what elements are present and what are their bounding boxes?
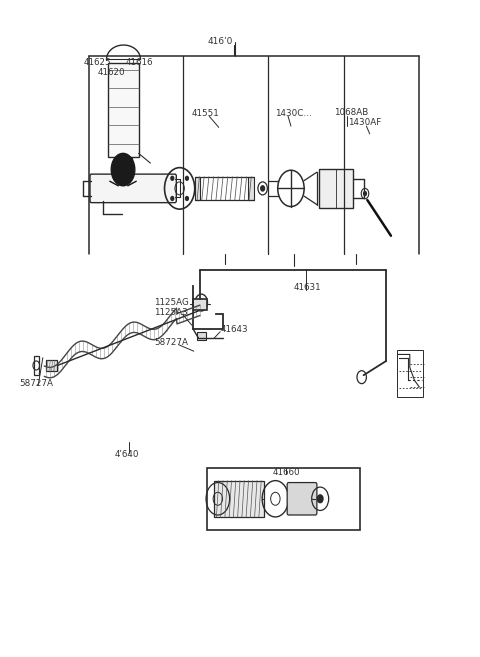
Circle shape [363,192,366,196]
FancyBboxPatch shape [46,360,58,371]
Circle shape [171,196,174,200]
Text: 58727A: 58727A [154,338,188,348]
Text: 1125AG: 1125AG [154,298,189,307]
Circle shape [317,495,323,503]
FancyBboxPatch shape [34,356,38,374]
Circle shape [261,186,264,191]
Text: 41620: 41620 [97,68,125,77]
Text: 41616: 41616 [126,58,153,67]
Text: 1125A3: 1125A3 [154,308,188,317]
FancyBboxPatch shape [108,63,139,156]
Text: 41551: 41551 [192,108,220,118]
FancyBboxPatch shape [397,350,423,397]
FancyBboxPatch shape [90,174,176,202]
Text: 1430C…: 1430C… [275,108,312,118]
Text: 4ʹ640: 4ʹ640 [115,451,140,459]
Text: 1430AF: 1430AF [348,118,381,127]
FancyBboxPatch shape [287,482,317,515]
Circle shape [171,176,174,180]
FancyBboxPatch shape [193,300,206,309]
Text: 1068AB: 1068AB [335,108,369,117]
Text: 41625: 41625 [84,58,111,67]
Circle shape [186,196,188,200]
Text: 41631: 41631 [293,283,321,292]
Circle shape [199,300,204,306]
FancyBboxPatch shape [197,332,206,340]
FancyBboxPatch shape [319,169,353,208]
Circle shape [111,153,135,186]
Text: 416ʹ0: 416ʹ0 [208,37,233,46]
Text: 41643: 41643 [220,325,248,334]
Text: 41660: 41660 [273,468,300,477]
FancyBboxPatch shape [195,177,200,200]
FancyBboxPatch shape [249,177,254,200]
FancyBboxPatch shape [207,468,360,530]
FancyBboxPatch shape [214,481,264,517]
Circle shape [186,176,188,180]
Text: 58727A: 58727A [19,379,53,388]
